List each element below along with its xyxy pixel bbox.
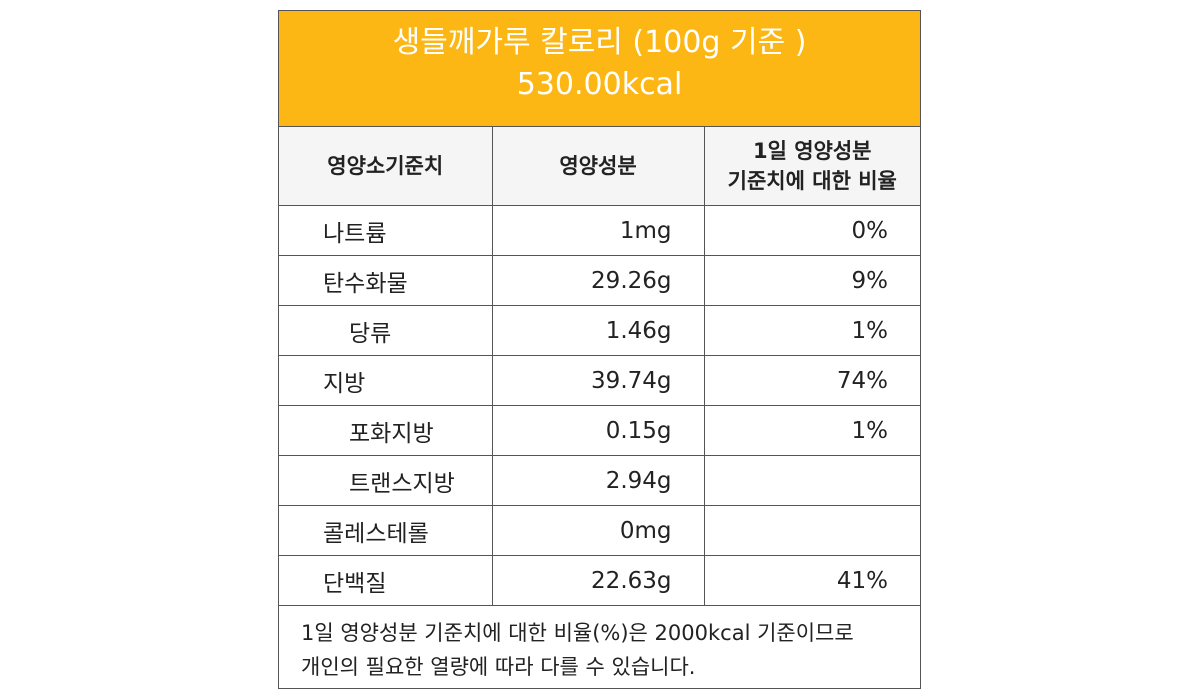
nutrition-card: 생들깨가루 칼로리 (100g 기준 ) 530.00kcal 영양소기준치 영… <box>278 10 921 689</box>
nutrient-ratio <box>704 455 920 506</box>
table-row: 포화지방 0.15g 1% <box>279 405 920 456</box>
nutrient-name: 탄수화물 <box>279 255 493 306</box>
nutrient-name: 포화지방 <box>279 405 493 456</box>
column-header-amount: 영양성분 <box>492 127 705 206</box>
nutrient-name: 트랜스지방 <box>279 455 493 506</box>
nutrient-amount: 1.46g <box>492 305 705 356</box>
nutrition-header: 생들깨가루 칼로리 (100g 기준 ) 530.00kcal <box>279 11 920 127</box>
nutrient-amount: 39.74g <box>492 355 705 406</box>
nutrient-name: 콜레스테롤 <box>279 505 493 556</box>
nutrient-ratio <box>704 505 920 556</box>
nutrient-ratio: 9% <box>704 255 920 306</box>
nutrient-ratio: 74% <box>704 355 920 406</box>
column-header-daily-ratio: 1일 영양성분 기준치에 대한 비율 <box>704 127 920 206</box>
nutrient-name: 나트륨 <box>279 205 493 256</box>
table-row: 탄수화물 29.26g 9% <box>279 255 920 306</box>
nutrient-ratio: 41% <box>704 555 920 606</box>
column-header-daily-ratio-line1: 1일 영양성분 <box>752 139 872 163</box>
footnote-line1: 1일 영양성분 기준치에 대한 비율(%)은 2000kcal 기준이므로 <box>301 621 854 645</box>
table-row: 트랜스지방 2.94g <box>279 455 920 506</box>
table-row: 당류 1.46g 1% <box>279 305 920 356</box>
nutrition-table: 영양소기준치 영양성분 1일 영양성분 기준치에 대한 비율 나트륨 1mg 0… <box>279 127 920 606</box>
column-header-daily-ratio-line2: 기준치에 대한 비율 <box>727 169 897 193</box>
table-row: 나트륨 1mg 0% <box>279 205 920 256</box>
header-title: 생들깨가루 칼로리 (100g 기준 ) <box>392 25 807 60</box>
table-row: 단백질 22.63g 41% <box>279 555 920 606</box>
nutrient-amount: 29.26g <box>492 255 705 306</box>
nutrient-amount: 22.63g <box>492 555 705 606</box>
nutrient-amount: 2.94g <box>492 455 705 506</box>
table-row: 지방 39.74g 74% <box>279 355 920 406</box>
footnote: 1일 영양성분 기준치에 대한 비율(%)은 2000kcal 기준이므로 개인… <box>279 606 920 684</box>
nutrient-name: 단백질 <box>279 555 493 606</box>
nutrient-ratio: 1% <box>704 305 920 356</box>
nutrient-ratio: 0% <box>704 205 920 256</box>
nutrient-name: 당류 <box>279 305 493 356</box>
nutrient-amount: 0mg <box>492 505 705 556</box>
nutrient-amount: 0.15g <box>492 405 705 456</box>
nutrient-name: 지방 <box>279 355 493 406</box>
header-calories: 530.00kcal <box>516 67 683 102</box>
footnote-line2: 개인의 필요한 열량에 따라 다를 수 있습니다. <box>301 655 696 679</box>
table-header-row: 영양소기준치 영양성분 1일 영양성분 기준치에 대한 비율 <box>279 127 920 206</box>
nutrient-amount: 1mg <box>492 205 705 256</box>
nutrient-ratio: 1% <box>704 405 920 456</box>
table-row: 콜레스테롤 0mg <box>279 505 920 556</box>
column-header-nutrient: 영양소기준치 <box>279 127 493 206</box>
